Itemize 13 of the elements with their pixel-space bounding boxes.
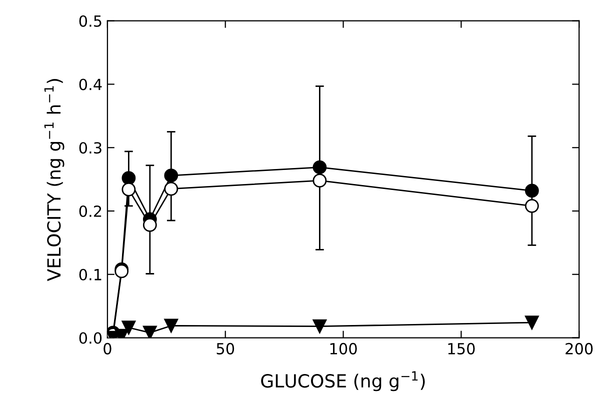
y-tick-label: 0.2	[79, 205, 102, 218]
y-tick-label: 0.1	[79, 268, 102, 280]
y-axis-title: VELOCITY (ng g$^{−1}$ h$^{−1}$)	[44, 79, 64, 282]
y-tick-label: 0.0	[79, 332, 102, 344]
x-tick-label: 50	[216, 342, 234, 354]
y-tick-label: 0.5	[79, 15, 102, 27]
x-axis-title: GLUCOSE (ng g$^{−1}$)	[261, 371, 425, 392]
y-tick-label: 0.3	[79, 142, 102, 154]
y-tick-label: 0.4	[79, 78, 102, 90]
x-tick-label: 100	[330, 342, 357, 354]
x-tick-label: 150	[448, 342, 475, 354]
x-tick-label: 0	[104, 342, 112, 354]
x-tick-label: 200	[566, 342, 593, 354]
